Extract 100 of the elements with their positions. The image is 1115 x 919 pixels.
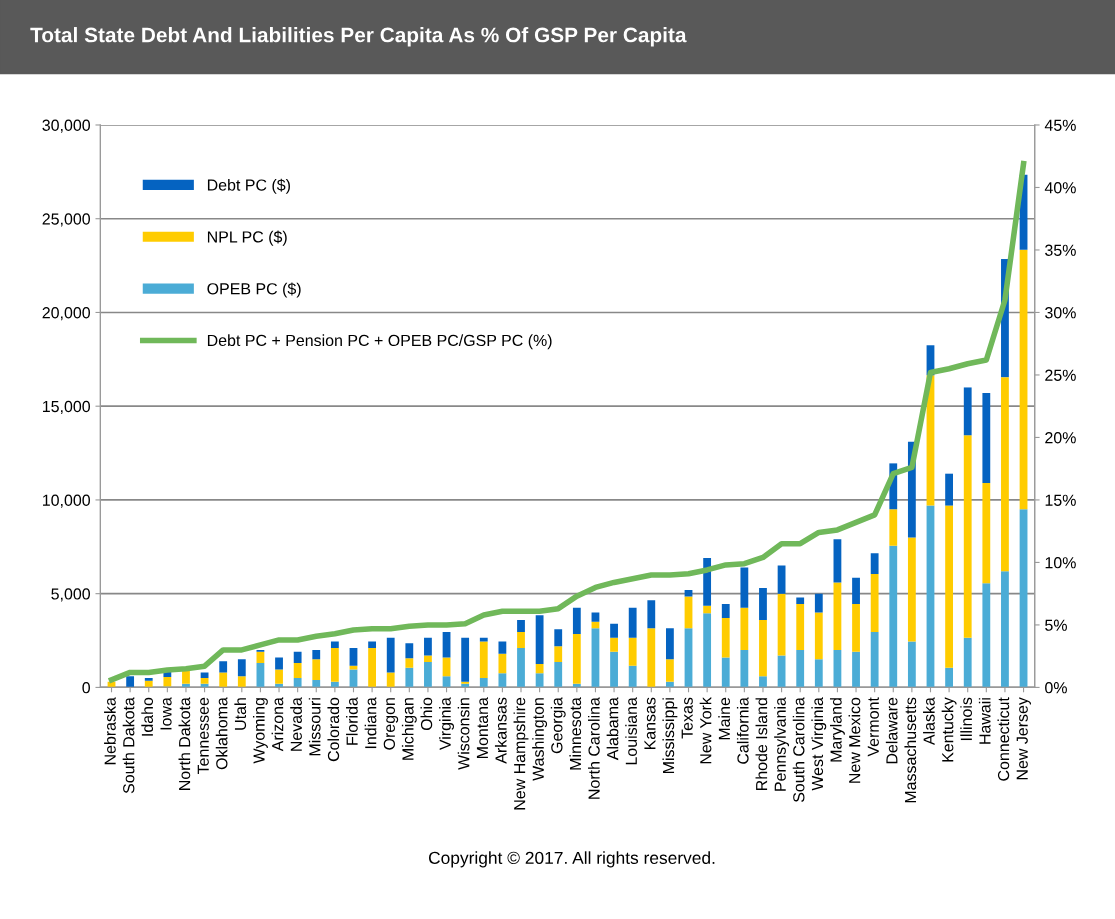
bar — [517, 632, 525, 649]
bar — [814, 659, 823, 688]
bar — [349, 648, 358, 666]
bar — [628, 637, 637, 666]
y-tick-label: 5,000 — [51, 588, 91, 602]
x-tick-label: Alabama — [606, 697, 619, 761]
x-tick-label: Iowa — [160, 697, 172, 730]
y2-tick-label: 35% — [1045, 244, 1076, 256]
bar — [666, 681, 674, 688]
bar — [721, 618, 730, 658]
chart-title: Total State Debt And Liabilities Per Capita As % Of GSP Per Capita — [30, 27, 687, 47]
bar — [200, 672, 209, 679]
x-tick-label: Kansas — [644, 697, 656, 750]
x-tick-label: Ohio — [420, 697, 433, 731]
bar — [759, 676, 767, 688]
bar — [517, 619, 525, 633]
bar — [833, 582, 842, 650]
bar — [889, 545, 898, 688]
bar — [703, 613, 712, 688]
bar — [144, 678, 153, 681]
bar — [963, 387, 972, 436]
bar — [591, 612, 600, 622]
x-tick-label: Hawaii — [978, 698, 991, 744]
x-tick-label: New Jersey — [1016, 697, 1031, 780]
bar — [740, 607, 749, 650]
x-tick-label: Tennessee — [197, 697, 209, 775]
bar — [870, 553, 879, 574]
bar — [330, 648, 339, 682]
y-tick-label: 20,000 — [42, 307, 91, 321]
x-tick-label: New Mexico — [848, 697, 861, 783]
x-tick-label: Alaska — [923, 697, 935, 746]
bar — [759, 619, 767, 677]
bar — [163, 677, 172, 687]
bar — [907, 537, 916, 642]
y2-tick-label: 20% — [1045, 432, 1076, 444]
bar — [554, 629, 563, 647]
y-tick-label: 10,000 — [43, 494, 91, 508]
bar — [144, 680, 153, 688]
bar — [424, 662, 432, 688]
bar — [535, 615, 544, 664]
bar — [293, 663, 302, 679]
x-tick-label: New York — [699, 697, 712, 764]
bar — [666, 628, 674, 660]
x-tick-label: North Dakota — [178, 697, 191, 790]
bar — [982, 483, 991, 584]
bar — [572, 607, 581, 634]
x-tick-label: Oklahoma — [215, 697, 228, 770]
bar — [330, 681, 339, 688]
bar — [963, 637, 972, 688]
y2-tick-label: 0% — [1045, 682, 1067, 694]
y-tick-label: 25,000 — [42, 213, 91, 227]
x-tick-label: Illinois — [960, 697, 972, 741]
legend-label: NPL PC ($) — [207, 230, 287, 246]
legend-label: OPEB PC ($) — [207, 282, 301, 298]
bar — [442, 657, 451, 677]
x-tick-label: Oregon — [383, 698, 399, 750]
bar — [796, 649, 805, 688]
y2-tick-label: 40% — [1044, 182, 1076, 194]
x-tick-label: Kentucky — [941, 697, 957, 762]
bar — [219, 672, 228, 688]
bar — [666, 659, 674, 682]
y2-tick-label: 5% — [1045, 619, 1067, 631]
bar — [740, 649, 749, 688]
x-tick-label: Idaho — [141, 697, 154, 736]
bar — [237, 676, 246, 688]
x-tick-label: Nebraska — [104, 697, 116, 765]
bar — [182, 670, 190, 684]
bar — [1001, 571, 1009, 688]
bar — [330, 641, 339, 649]
x-tick-label: Rhode Island — [755, 698, 768, 790]
bar — [368, 648, 377, 688]
bar — [777, 593, 786, 656]
bar — [424, 655, 432, 663]
bar — [126, 676, 135, 688]
bar — [740, 567, 749, 608]
x-tick-label: Delaware — [885, 697, 898, 764]
legend-label: Debt PC ($) — [207, 178, 290, 194]
bar — [312, 659, 321, 680]
bar — [1019, 509, 1028, 688]
bar — [461, 637, 470, 682]
bar — [535, 663, 544, 674]
bar — [852, 651, 860, 688]
y2-tick-label: 15% — [1045, 494, 1076, 506]
legend-label: Debt PC + Pension PC + OPEB PC/GSP PC (%) — [207, 334, 552, 350]
x-tick-label: Texas — [681, 697, 693, 739]
bar — [554, 662, 563, 688]
bar — [963, 435, 972, 638]
x-tick-label: Colorado — [327, 697, 340, 762]
bar — [275, 669, 283, 684]
bar — [945, 667, 954, 688]
bar — [628, 607, 637, 638]
y2-tick-label: 10% — [1045, 557, 1076, 569]
bar — [349, 665, 358, 670]
bar — [852, 577, 860, 604]
bar — [405, 667, 414, 688]
bar — [945, 473, 954, 506]
bar — [852, 603, 860, 652]
bar — [796, 603, 805, 650]
bar — [405, 658, 414, 668]
bar — [479, 678, 488, 688]
